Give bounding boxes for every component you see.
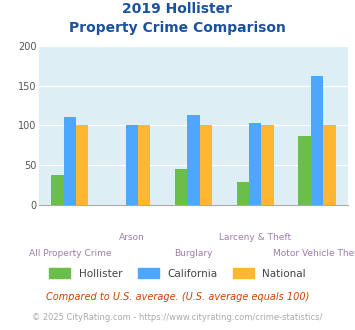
Bar [138,125,150,205]
Bar [187,115,200,205]
Text: Property Crime Comparison: Property Crime Comparison [69,21,286,35]
Text: Arson: Arson [119,233,144,242]
Bar [200,125,212,205]
Bar [64,117,76,205]
Text: 2019 Hollister: 2019 Hollister [122,2,233,16]
Bar [76,125,88,205]
Legend: Hollister, California, National: Hollister, California, National [45,264,310,283]
Bar [323,125,335,205]
Text: Motor Vehicle Theft: Motor Vehicle Theft [273,249,355,258]
Text: All Property Crime: All Property Crime [29,249,111,258]
Text: Larceny & Theft: Larceny & Theft [219,233,291,242]
Bar [51,175,64,205]
Bar [175,169,187,205]
Text: © 2025 CityRating.com - https://www.cityrating.com/crime-statistics/: © 2025 CityRating.com - https://www.city… [32,313,323,322]
Bar [261,125,274,205]
Bar [311,76,323,205]
Bar [237,182,249,205]
Text: Compared to U.S. average. (U.S. average equals 100): Compared to U.S. average. (U.S. average … [46,292,309,302]
Bar [249,123,261,205]
Text: Burglary: Burglary [174,249,213,258]
Bar [299,136,311,205]
Bar [126,125,138,205]
